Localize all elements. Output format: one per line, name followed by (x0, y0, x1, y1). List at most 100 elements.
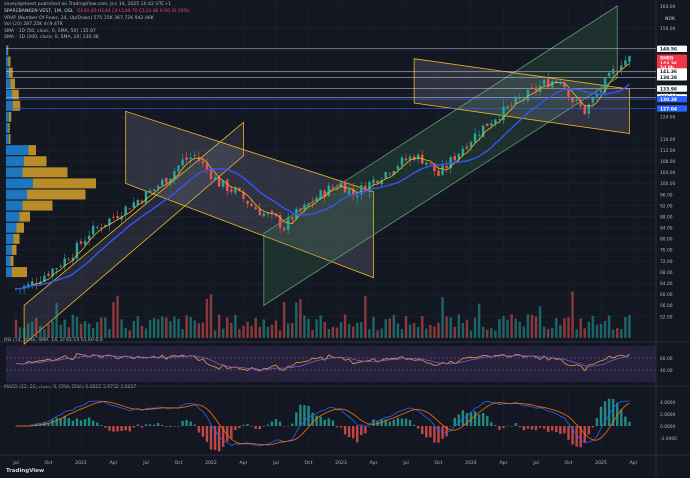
volume-profile (6, 45, 96, 278)
price-tag (657, 95, 687, 103)
candle-body (579, 101, 582, 107)
macd-histogram-bar (404, 418, 408, 426)
macd-histogram-bar (75, 418, 79, 426)
macd-histogram-bar (311, 412, 314, 426)
y-tick-label: 60.00 (660, 292, 673, 298)
y-tick-label: 116.00 (660, 137, 676, 143)
volume-bar (254, 317, 257, 338)
macd-histogram-bar (441, 426, 444, 439)
price-tag (657, 74, 687, 81)
macd-histogram-bar (299, 404, 302, 426)
y-tick-label: 56.00 (660, 303, 673, 309)
x-tick-label: 2022 (205, 460, 217, 466)
candle-body (437, 170, 440, 176)
volume-legend[interactable]: Vol (20) 287.25K 449.47K (4, 22, 63, 27)
candle-body (453, 155, 456, 161)
volume-bar (112, 302, 115, 338)
candle-body (148, 190, 152, 193)
volume-bar (177, 318, 180, 338)
volume-bar (327, 329, 331, 338)
macd-histogram-bar (197, 426, 201, 433)
candle-body (108, 218, 111, 226)
x-tick-label: Oct (305, 460, 313, 466)
macd-histogram-bar (177, 426, 180, 427)
macd-line (16, 400, 630, 447)
candle-body (156, 186, 160, 189)
macd-histogram-bar (449, 426, 452, 427)
candle-body (416, 154, 420, 160)
sma200-legend[interactable]: SMA - 1D (200, close, 0, SMA, 20) 130.38 (4, 35, 99, 40)
vrvp-up-bar (6, 167, 23, 178)
macd-histogram-bar (242, 424, 245, 426)
volume-bar (315, 319, 318, 338)
candle-body (197, 156, 201, 161)
volume-bar (486, 329, 489, 338)
candle-body (43, 275, 46, 282)
candle-body (356, 195, 359, 198)
symbol-legend[interactable]: SPAREBANKEN VEST, 1W, OSL O143.40 H144.2… (4, 9, 192, 14)
volume-bar (343, 314, 347, 338)
volume-bar (311, 329, 314, 338)
volume-bar (396, 323, 400, 338)
rsi-legend[interactable]: RSI (14, close, SMA, 14, 2) 61.14 61.60 … (4, 338, 103, 343)
macd-histogram-bar (599, 406, 603, 426)
candle-body (555, 81, 558, 83)
volume-bar (347, 323, 351, 338)
candle-body (518, 98, 521, 100)
macd-histogram-bar (230, 426, 233, 439)
volume-bar (59, 324, 62, 338)
candle-body (112, 216, 115, 218)
volume-bar (39, 325, 42, 338)
candle-body (611, 69, 615, 74)
candle-body (620, 65, 623, 71)
macd-tick-label: -2.0000 (660, 436, 677, 442)
candle-body (392, 171, 396, 175)
candle-body (181, 159, 184, 166)
volume-bar (356, 322, 359, 338)
currency-label[interactable]: NOK (665, 17, 676, 22)
volume-bar (51, 320, 54, 338)
y-tick-label: 72.00 (660, 259, 673, 265)
vrvp-down-bar (13, 233, 20, 244)
candle-body (323, 190, 326, 197)
x-tick-label: Oct (435, 460, 443, 466)
volume-bar (67, 327, 71, 338)
volume-bar (278, 330, 282, 338)
y-tick-label: 64.00 (660, 281, 673, 287)
candle-body (526, 89, 530, 101)
candle-body (311, 201, 314, 203)
candle-body (506, 106, 509, 109)
sma50-legend[interactable]: SMA - 1D (50, close, 0, SMA, 50) 135.97 (4, 29, 96, 34)
tradingview-logo: TradingView (6, 468, 45, 474)
macd-histogram-bar (234, 426, 237, 431)
candle-body (14, 288, 18, 290)
macd-legend[interactable]: MACD (12, 26, close, 9, EMA, EMA) 0.8865… (4, 385, 137, 390)
volume-bar (628, 314, 631, 338)
candle-body (128, 208, 131, 210)
volume-bar (441, 297, 444, 338)
macd-histogram-bar (392, 419, 396, 426)
volume-bar (189, 316, 192, 338)
candle-body (258, 208, 261, 216)
candle-body (177, 165, 180, 172)
volume-bar (246, 321, 249, 338)
candle-body (571, 97, 574, 103)
volume-bar (238, 329, 241, 338)
price-tag-label: 138.28 (660, 75, 677, 81)
x-tick-label: Jul (532, 460, 539, 466)
vrvp-down-bar (9, 67, 13, 78)
volume-bar (120, 319, 123, 338)
volume-bar (173, 316, 176, 338)
macd-histogram-bar (518, 426, 521, 428)
volume-bar (490, 328, 493, 338)
macd-histogram-bar (193, 424, 196, 426)
candle-body (79, 241, 83, 244)
vrvp-up-bar (6, 200, 23, 211)
candle-body (396, 166, 400, 170)
vrvp-legend[interactable]: VRVP (Number Of Rows, 24, Up/Down) 575.1… (4, 16, 154, 21)
volume-bar (217, 314, 221, 338)
channel-2023-25 (263, 5, 618, 307)
